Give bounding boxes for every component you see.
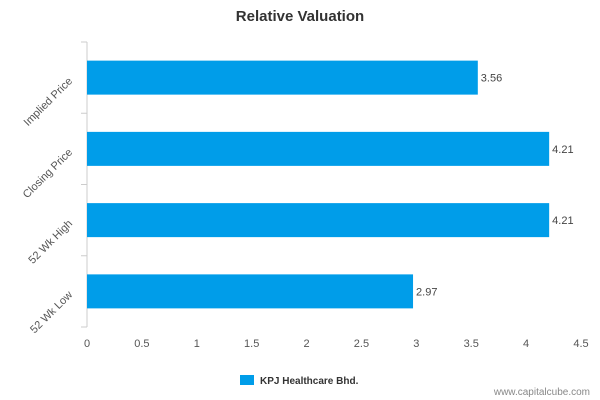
x-tick-label: 2 <box>303 338 309 350</box>
data-label: 4.21 <box>552 144 573 156</box>
category-label: Closing Price <box>21 147 75 201</box>
x-tick-label: 2.5 <box>354 338 369 350</box>
data-label: 3.56 <box>481 73 502 85</box>
legend-swatch <box>240 375 254 385</box>
x-tick-label: 3 <box>413 338 419 350</box>
x-tick-label: 4.5 <box>573 338 588 350</box>
bar-implied-price <box>87 60 478 95</box>
x-tick-label: 1 <box>194 338 200 350</box>
category-label: 52 Wk Low <box>28 289 75 336</box>
category-label: Implied Price <box>22 75 75 128</box>
bar-52-wk-high <box>87 203 550 238</box>
bar-closing-price <box>87 131 550 166</box>
watermark: www.capitalcube.com <box>493 387 590 398</box>
x-tick-label: 0.5 <box>134 338 149 350</box>
x-tick-label: 3.5 <box>464 338 479 350</box>
plot-area: 3.56 Implied Price 4.21 Closing Price 4.21 52… <box>21 41 589 350</box>
x-tick-label: 1.5 <box>244 338 259 350</box>
x-tick-label: 4 <box>523 338 529 350</box>
data-label: 2.97 <box>416 286 437 298</box>
legend: KPJ Healthcare Bhd. <box>240 375 359 387</box>
chart-title: Relative Valuation <box>236 8 364 25</box>
data-label: 4.21 <box>552 215 573 227</box>
x-tick-label: 0 <box>84 338 90 350</box>
legend-label: KPJ Healthcare Bhd. <box>260 376 359 387</box>
bar-52-wk-low <box>87 274 414 309</box>
category-label: 52 Wk High <box>26 218 75 267</box>
